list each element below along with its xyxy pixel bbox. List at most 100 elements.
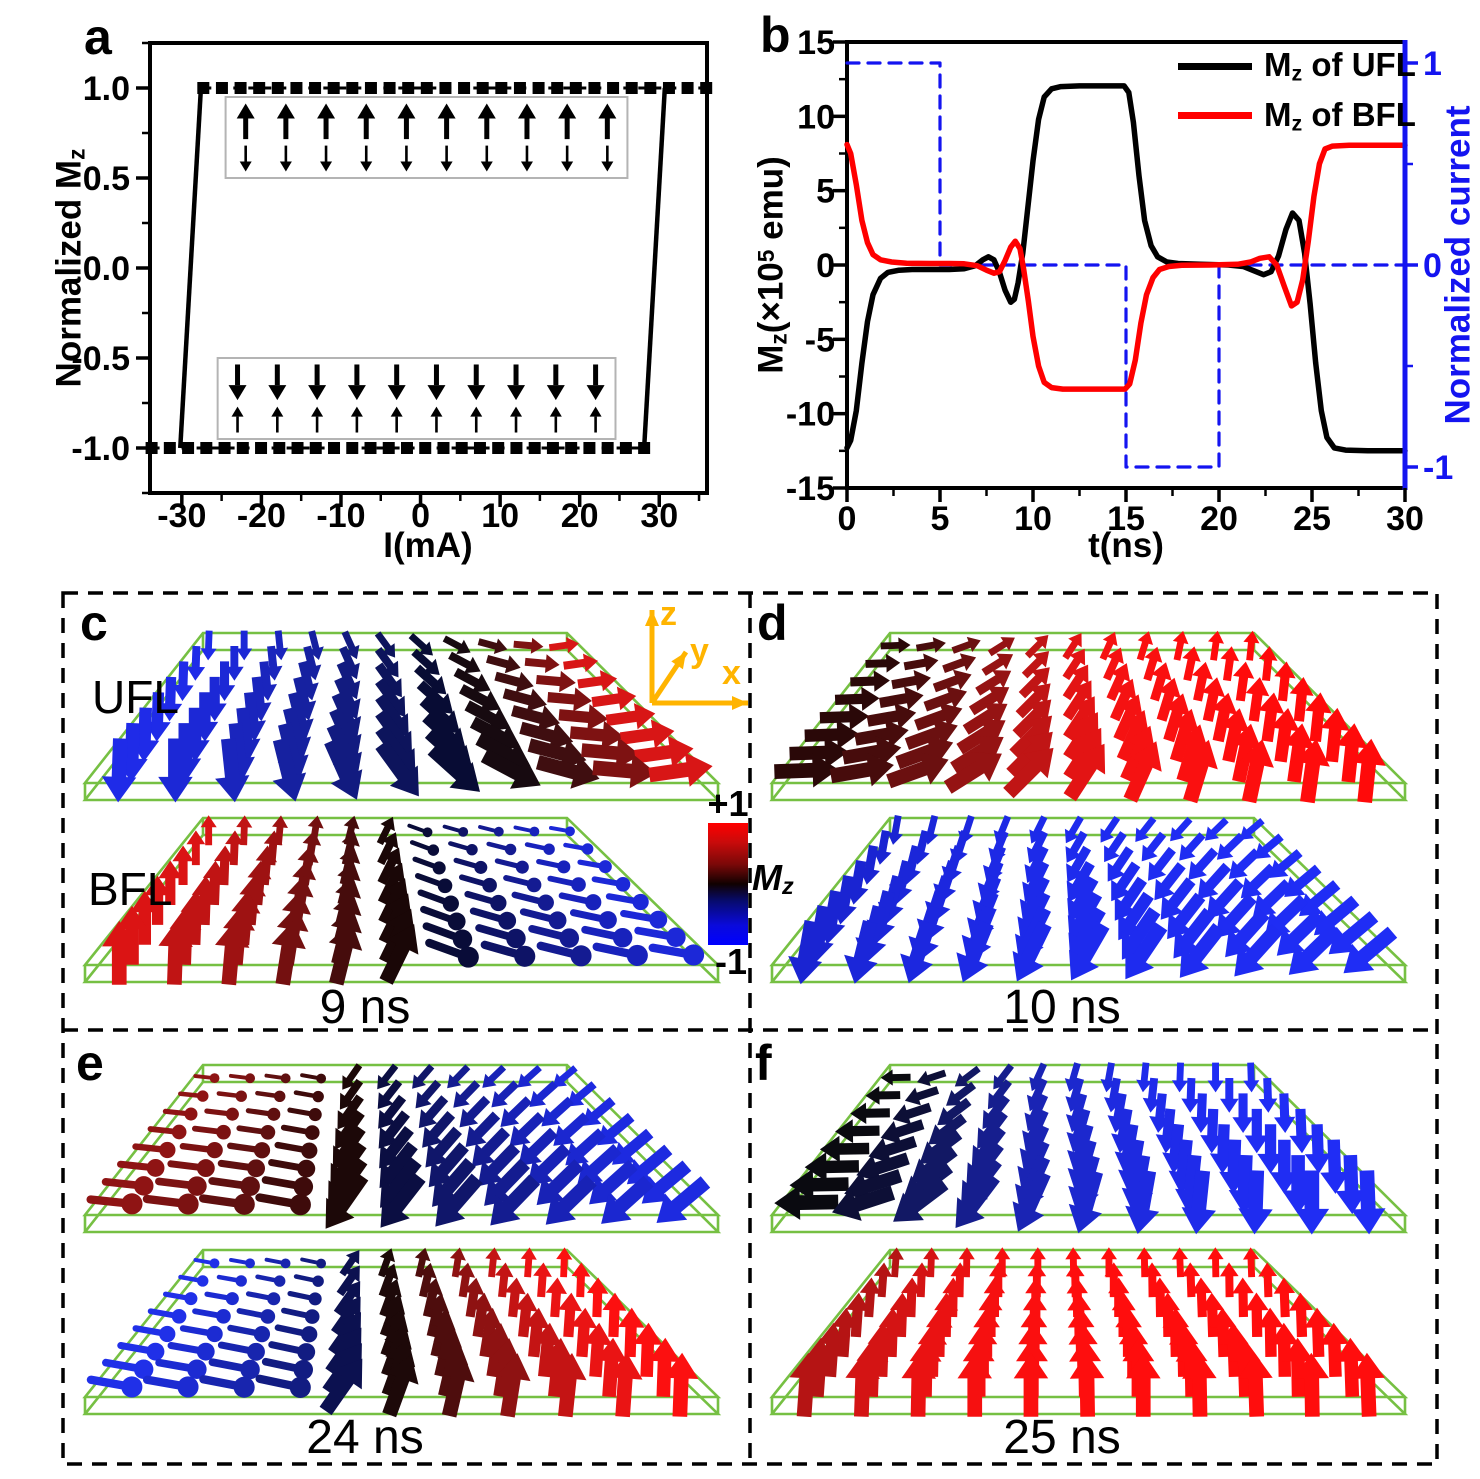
vector-arrow xyxy=(926,1307,953,1357)
big-up-arrow-head xyxy=(558,103,577,119)
vector-arrow xyxy=(1116,710,1149,763)
vector-arrow xyxy=(850,670,890,692)
vector-arrow xyxy=(490,1174,540,1226)
vector-arrow xyxy=(589,1159,638,1205)
vector-dot xyxy=(159,1141,176,1159)
data-marker xyxy=(290,82,303,94)
vector-dot-tail xyxy=(178,1091,201,1098)
vector-arrow xyxy=(272,630,288,661)
vector-arrow xyxy=(377,1063,399,1090)
small-down-arrow-head xyxy=(561,161,574,172)
vector-dot xyxy=(253,1142,271,1159)
vector-arrow xyxy=(1257,1307,1284,1357)
vector-arrow xyxy=(1181,1077,1201,1113)
vector-dot-tail xyxy=(547,875,577,887)
vector-arrow xyxy=(1258,692,1285,743)
vector-dot-tail xyxy=(536,941,578,959)
vector-dot xyxy=(293,1176,314,1197)
vector-arrow xyxy=(215,920,250,986)
vector-arrow xyxy=(1062,680,1092,721)
vector-arrow xyxy=(1270,708,1300,763)
vector-arrow xyxy=(1220,646,1240,682)
vector-arrow xyxy=(1135,816,1157,842)
vector-arrow xyxy=(1062,648,1086,681)
vector-arrow xyxy=(1003,747,1054,799)
vector-dot-tail xyxy=(558,892,591,905)
vector-dot xyxy=(235,1090,247,1102)
vector-dot-tail xyxy=(236,1308,266,1319)
vector-arrow xyxy=(330,1141,367,1189)
vector-arrow xyxy=(1335,1337,1367,1397)
vector-arrow xyxy=(1154,862,1186,901)
vector-arrow xyxy=(1171,1247,1188,1278)
vector-dot-tail xyxy=(494,858,521,869)
vector-arrow xyxy=(215,738,250,803)
vector-arrow xyxy=(633,1322,663,1377)
data-marker xyxy=(419,442,432,454)
vector-arrow xyxy=(983,1277,1006,1317)
vector-arrow xyxy=(1183,739,1218,804)
vector-dot-tail xyxy=(199,1375,241,1390)
vector-arrow xyxy=(954,1065,981,1087)
vector-arrow xyxy=(1100,1247,1117,1278)
vector-arrow xyxy=(1067,891,1103,942)
vector-dot xyxy=(447,912,466,931)
vector-arrow xyxy=(1304,1124,1332,1174)
vector-arrow xyxy=(374,631,396,658)
vector-dot-tail xyxy=(216,1091,240,1098)
vector-arrow xyxy=(1121,907,1161,960)
vector-arrow xyxy=(1258,1262,1278,1298)
vector-arrow xyxy=(1015,683,1051,719)
vector-dot xyxy=(612,927,633,948)
vector-arrow xyxy=(1136,1247,1153,1278)
vector-dot-tail xyxy=(519,908,555,923)
layer-label-bfl: BFL xyxy=(88,863,173,915)
time-label-d: 10 ns xyxy=(1003,981,1121,1034)
vector-dot xyxy=(301,1142,318,1159)
vector-arrow xyxy=(844,1169,903,1202)
vector-dot xyxy=(267,1107,281,1121)
vector-dot xyxy=(474,860,488,874)
data-marker xyxy=(513,82,526,94)
vector-arrow xyxy=(832,1185,896,1221)
vector-arrow xyxy=(1125,922,1168,980)
vector-arrow xyxy=(1118,891,1154,941)
big-down-arrow-head xyxy=(228,385,247,401)
data-marker xyxy=(215,82,228,94)
vector-dot-tail xyxy=(287,1290,314,1301)
vector-dot-tail xyxy=(425,938,466,959)
vector-dot-tail xyxy=(191,1125,222,1135)
vector-arrow xyxy=(442,635,471,654)
vector-arrow xyxy=(1126,1352,1161,1417)
vector-arrow xyxy=(977,1110,1008,1149)
vector-arrow xyxy=(1012,1170,1051,1232)
vector-arrow xyxy=(1225,908,1270,958)
vector-arrow xyxy=(950,1262,970,1298)
vector-arrow xyxy=(377,832,399,866)
vector-arrow xyxy=(1243,1247,1260,1278)
vector-arrow xyxy=(328,1312,361,1356)
vector-dot-tail xyxy=(179,1325,212,1337)
data-marker xyxy=(492,442,505,454)
vector-arrow xyxy=(1179,832,1206,861)
vector-dot xyxy=(316,1073,327,1084)
vector-arrow xyxy=(1100,816,1121,843)
vector-arrow xyxy=(971,1125,1006,1169)
vector-arrow xyxy=(1243,1062,1260,1093)
vector-arrow xyxy=(453,1080,481,1108)
panel-b-x-tick-label: 5 xyxy=(931,500,950,538)
vector-dot-tail xyxy=(442,824,462,833)
vector-arrow xyxy=(1232,1277,1254,1318)
vector-dot-tail xyxy=(162,1108,189,1117)
vector-arrow xyxy=(337,1094,364,1130)
vector-dot xyxy=(598,911,617,929)
vector-dot xyxy=(206,1141,223,1159)
vector-arrow xyxy=(375,678,406,717)
vector-arrow xyxy=(626,1144,673,1185)
panel-b-x-tick-label: 0 xyxy=(838,500,857,538)
vector-arrow xyxy=(1066,861,1095,902)
panel-b-ylabel-right: Normalized current xyxy=(1438,105,1478,425)
exponent-text: 5 xyxy=(752,249,779,263)
vector-arrow xyxy=(1190,1093,1213,1133)
vector-arrow xyxy=(1244,1108,1269,1154)
